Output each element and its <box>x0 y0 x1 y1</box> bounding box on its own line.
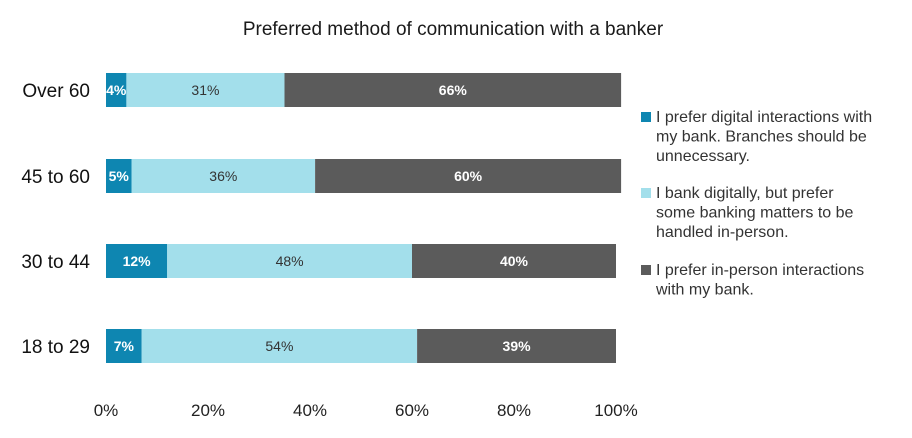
data-label: 66% <box>439 82 468 98</box>
legend-label: I bank digitally, but prefer <box>656 185 834 202</box>
legend-label: I prefer digital interactions with <box>656 109 872 126</box>
bar-segment <box>106 73 127 107</box>
data-label: 48% <box>276 253 304 269</box>
data-label: 40% <box>500 253 529 269</box>
x-tick-label: 80% <box>497 401 531 420</box>
bar-segment <box>126 73 285 107</box>
bar-segment <box>106 244 168 278</box>
data-label: 31% <box>191 82 219 98</box>
data-label: 39% <box>503 338 532 354</box>
bar-segment <box>141 329 418 363</box>
legend-swatch <box>641 112 651 122</box>
legend: I prefer digital interactions with my ban… <box>641 109 872 299</box>
category-labels: Over 60 45 to 60 30 to 44 18 to 29 <box>21 81 90 358</box>
data-label: 54% <box>265 338 293 354</box>
legend-label: handled in-person. <box>656 224 789 241</box>
bar-segment <box>417 329 616 363</box>
legend-label: I prefer in-person interactions <box>656 262 864 279</box>
x-tick-label: 0% <box>94 401 119 420</box>
data-label: 4% <box>106 82 127 98</box>
x-axis-ticks: 0% 20% 40% 60% 80% 100% <box>94 401 638 420</box>
bar-segment <box>315 159 622 193</box>
bar-segment <box>106 329 142 363</box>
legend-label: with my bank. <box>655 282 754 299</box>
chart-title: Preferred method of communication with a… <box>243 19 664 40</box>
data-label: 5% <box>109 168 130 184</box>
bar-segment <box>167 244 412 278</box>
bar-segment <box>106 159 132 193</box>
category-label: 18 to 29 <box>21 337 90 358</box>
legend-swatch <box>641 265 651 275</box>
data-label: 60% <box>454 168 483 184</box>
legend-label: my bank. Branches should be <box>656 129 867 146</box>
x-tick-label: 60% <box>395 401 429 420</box>
category-label: 45 to 60 <box>21 167 90 188</box>
legend-label: some banking matters to be <box>656 205 854 222</box>
data-label: 36% <box>209 168 237 184</box>
bar-segment <box>131 159 316 193</box>
x-tick-label: 20% <box>191 401 225 420</box>
bar-segment <box>412 244 616 278</box>
category-label: 30 to 44 <box>21 252 90 273</box>
x-tick-label: 40% <box>293 401 327 420</box>
data-label: 12% <box>123 253 152 269</box>
bar-segment <box>284 73 622 107</box>
bars-group: 4% 31% 66% 5% 36% 60% 12% 48% 40% 7% 54% 39% <box>106 73 622 363</box>
legend-label: unnecessary. <box>656 148 750 165</box>
x-tick-label: 100% <box>594 401 637 420</box>
data-label: 7% <box>114 338 135 354</box>
legend-swatch <box>641 188 651 198</box>
category-label: Over 60 <box>22 81 90 102</box>
